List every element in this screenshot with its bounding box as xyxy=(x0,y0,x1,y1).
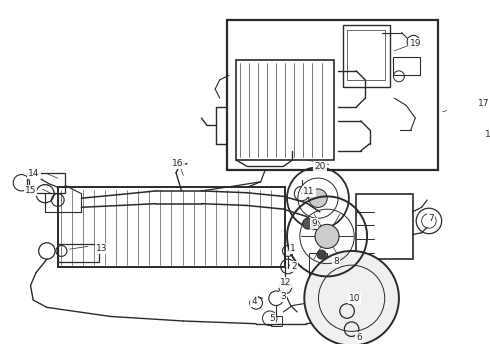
Circle shape xyxy=(309,189,327,207)
Text: 12: 12 xyxy=(279,278,291,287)
Text: 13: 13 xyxy=(96,244,107,253)
Text: 2: 2 xyxy=(292,262,297,271)
Bar xyxy=(58,244,98,262)
Text: 18: 18 xyxy=(485,130,490,139)
Text: 5: 5 xyxy=(270,314,275,323)
Text: 4: 4 xyxy=(251,297,257,306)
Bar xyxy=(236,60,334,160)
Bar xyxy=(309,253,327,303)
Bar xyxy=(27,173,65,193)
Text: 3: 3 xyxy=(280,292,286,301)
Bar xyxy=(58,187,285,267)
Text: 1: 1 xyxy=(290,244,295,253)
Circle shape xyxy=(304,251,399,346)
Bar xyxy=(343,25,390,87)
Text: 8: 8 xyxy=(333,257,339,266)
Bar xyxy=(356,194,413,259)
Text: 10: 10 xyxy=(348,294,360,303)
Text: 19: 19 xyxy=(410,39,421,48)
Circle shape xyxy=(315,224,339,248)
Text: 20: 20 xyxy=(314,162,325,171)
Text: 14: 14 xyxy=(28,169,40,178)
Bar xyxy=(347,30,385,80)
Circle shape xyxy=(317,250,326,259)
Text: 17: 17 xyxy=(478,99,489,108)
Bar xyxy=(392,57,420,75)
Text: 16: 16 xyxy=(172,159,184,168)
Text: 9: 9 xyxy=(312,219,317,228)
Bar xyxy=(227,20,438,170)
Circle shape xyxy=(302,218,314,229)
Bar xyxy=(270,316,282,325)
Text: 11: 11 xyxy=(303,187,315,196)
Text: 15: 15 xyxy=(25,186,36,195)
Text: 7: 7 xyxy=(428,214,434,223)
Text: 6: 6 xyxy=(356,333,362,342)
